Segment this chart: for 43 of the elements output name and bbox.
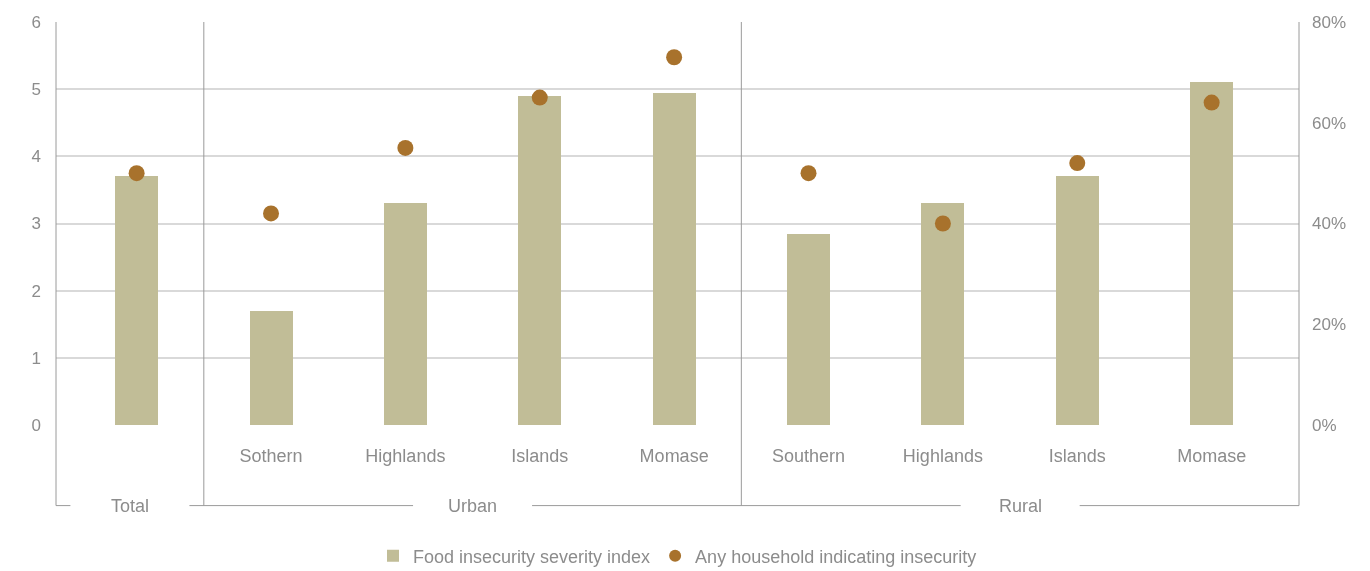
y2-tick-label: 40% (1312, 214, 1347, 234)
x-tick-label: Islands (1048, 446, 1106, 466)
bar (787, 234, 830, 425)
x-tick-label: Momase (639, 446, 709, 466)
point (666, 49, 683, 66)
x-tick-label: Momase (1177, 446, 1247, 466)
point (800, 165, 817, 182)
x-tick-label: Highlands (365, 446, 446, 466)
x-tick-label: Islands (511, 446, 569, 466)
y-tick-label: 2 (31, 281, 41, 301)
point (128, 165, 145, 182)
point (263, 205, 280, 222)
y-tick-label: 5 (31, 80, 41, 100)
bar (518, 96, 561, 425)
point (531, 89, 548, 106)
x-tick-label: Highlands (902, 446, 983, 466)
text: Total (111, 496, 150, 516)
y-tick-label: 3 (31, 214, 41, 234)
y-tick-label: 4 (31, 147, 41, 167)
text: Urban (448, 496, 498, 516)
y2-tick-label: 80% (1312, 12, 1347, 32)
bar (115, 176, 158, 425)
y2-tick-label: 20% (1312, 315, 1347, 335)
x-tick-label: Southern (771, 446, 846, 466)
point (934, 215, 951, 232)
bar (653, 93, 696, 425)
y2-tick-label: 60% (1312, 113, 1347, 133)
point (1069, 155, 1086, 172)
bar (384, 203, 427, 425)
bar (1056, 176, 1099, 425)
y-tick-label: 0 (31, 415, 41, 435)
legend-label: Food insecurity severity index (413, 546, 651, 567)
y-tick-label: 1 (31, 348, 41, 368)
point (1203, 94, 1220, 111)
text: Rural (999, 496, 1043, 516)
bar (921, 203, 964, 425)
point (397, 139, 414, 156)
bar (250, 311, 293, 425)
y-tick-label: 6 (31, 12, 41, 32)
legend-label: Any household indicating insecurity (695, 546, 977, 567)
y2-tick-label: 0% (1312, 415, 1337, 435)
bar (1190, 82, 1233, 425)
x-tick-label: Sothern (239, 446, 303, 466)
